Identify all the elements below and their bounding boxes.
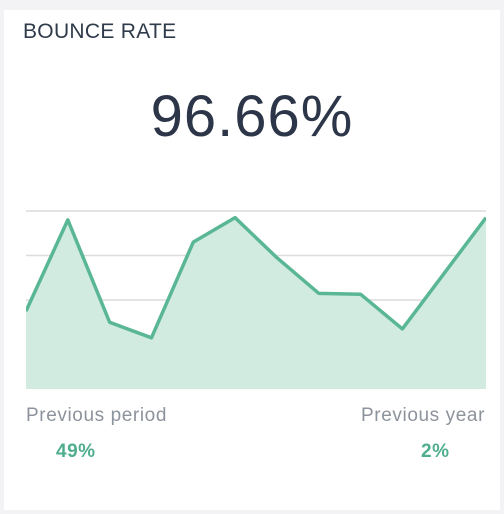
area-fill [26, 217, 486, 389]
previous-period-label: Previous period [26, 405, 168, 426]
series-line [26, 215, 486, 340]
bounce-rate-sparkline [26, 210, 486, 389]
widget-title: BOUNCE RATE [23, 20, 177, 43]
previous-year-value: 2% [421, 441, 450, 462]
bounce-rate-value: 96.66% [150, 84, 354, 149]
previous-period-value: 49% [56, 441, 96, 462]
previous-year-label: Previous year [361, 405, 485, 426]
